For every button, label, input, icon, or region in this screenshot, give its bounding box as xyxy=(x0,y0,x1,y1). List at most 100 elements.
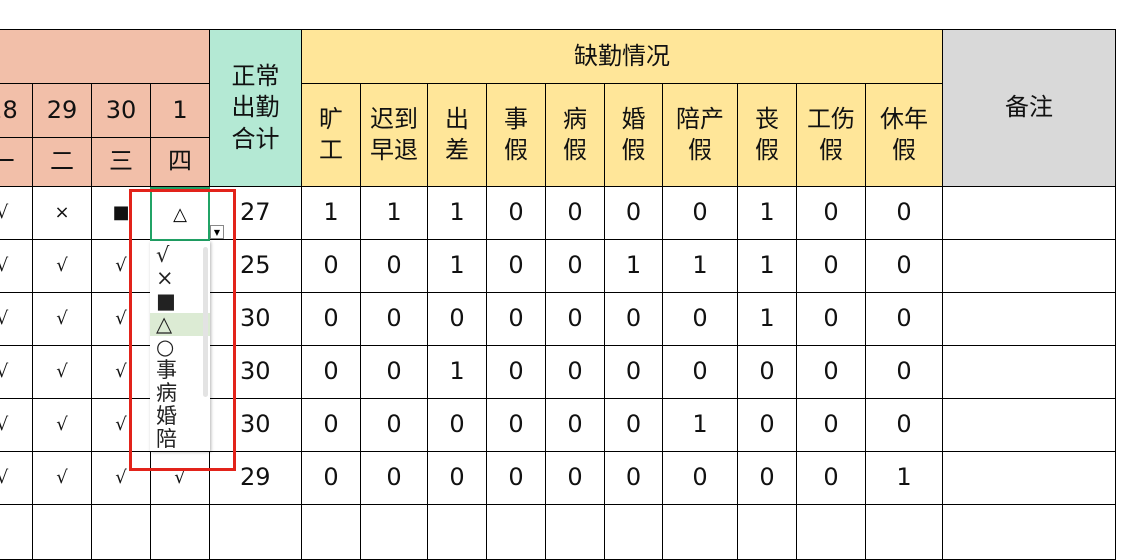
absence-value-cell[interactable]: 0 xyxy=(663,293,738,346)
empty-cell[interactable] xyxy=(0,505,33,560)
dropdown-option[interactable]: 病 xyxy=(156,381,177,405)
absence-value-cell[interactable]: 0 xyxy=(428,399,487,452)
empty-cell[interactable] xyxy=(151,505,210,560)
empty-cell[interactable] xyxy=(546,505,605,560)
attendance-mark-cell[interactable]: √ xyxy=(33,346,92,399)
absence-value-cell[interactable]: 0 xyxy=(487,346,546,399)
dropdown-option[interactable]: ■ xyxy=(156,289,176,313)
dropdown-scrollbar[interactable] xyxy=(203,247,208,397)
absence-value-cell[interactable]: 0 xyxy=(738,399,797,452)
absence-value-cell[interactable]: 0 xyxy=(797,452,866,505)
absence-value-cell[interactable]: 1 xyxy=(663,240,738,293)
absence-value-cell[interactable]: 1 xyxy=(866,452,943,505)
dropdown-option[interactable]: × xyxy=(156,266,174,290)
absence-value-cell[interactable]: 0 xyxy=(302,346,361,399)
absence-value-cell[interactable]: 0 xyxy=(797,399,866,452)
absence-value-cell[interactable]: 0 xyxy=(487,240,546,293)
remark-cell[interactable] xyxy=(943,399,1116,452)
absence-value-cell[interactable]: 0 xyxy=(605,187,663,240)
absence-value-cell[interactable]: 0 xyxy=(797,293,866,346)
absence-value-cell[interactable]: 1 xyxy=(738,187,797,240)
empty-cell[interactable] xyxy=(866,505,943,560)
selected-cell[interactable]: △ xyxy=(150,187,210,241)
absence-value-cell[interactable]: 0 xyxy=(428,452,487,505)
absence-value-cell[interactable]: 1 xyxy=(428,346,487,399)
attendance-mark-cell[interactable]: √ xyxy=(0,452,33,505)
absence-value-cell[interactable]: 0 xyxy=(487,293,546,346)
absence-value-cell[interactable]: 1 xyxy=(428,187,487,240)
absence-value-cell[interactable]: 1 xyxy=(738,293,797,346)
absence-value-cell[interactable]: 1 xyxy=(361,187,428,240)
normal-total-cell[interactable]: 27 xyxy=(210,187,302,240)
absence-value-cell[interactable]: 0 xyxy=(487,187,546,240)
normal-total-cell[interactable]: 30 xyxy=(210,346,302,399)
absence-value-cell[interactable]: 0 xyxy=(663,187,738,240)
empty-cell[interactable] xyxy=(797,505,866,560)
absence-value-cell[interactable]: 0 xyxy=(866,346,943,399)
absence-value-cell[interactable]: 0 xyxy=(302,399,361,452)
empty-cell[interactable] xyxy=(92,505,151,560)
attendance-mark-cell[interactable]: √ xyxy=(33,293,92,346)
absence-value-cell[interactable]: 1 xyxy=(428,240,487,293)
absence-value-cell[interactable]: 0 xyxy=(546,399,605,452)
absence-value-cell[interactable]: 0 xyxy=(546,240,605,293)
absence-value-cell[interactable]: 0 xyxy=(487,452,546,505)
attendance-mark-cell[interactable]: √ xyxy=(92,452,151,505)
empty-cell[interactable] xyxy=(361,505,428,560)
absence-value-cell[interactable]: 0 xyxy=(361,346,428,399)
absence-value-cell[interactable]: 0 xyxy=(302,293,361,346)
normal-total-cell[interactable]: 29 xyxy=(210,452,302,505)
normal-total-cell[interactable]: 25 xyxy=(210,240,302,293)
attendance-mark-cell[interactable]: √ xyxy=(0,346,33,399)
absence-value-cell[interactable]: 0 xyxy=(866,293,943,346)
normal-total-cell[interactable]: 30 xyxy=(210,293,302,346)
attendance-mark-cell[interactable]: √ xyxy=(0,187,33,240)
absence-value-cell[interactable]: 0 xyxy=(738,452,797,505)
absence-value-cell[interactable]: 0 xyxy=(797,346,866,399)
empty-cell[interactable] xyxy=(428,505,487,560)
dropdown-option[interactable]: 婚 xyxy=(156,404,177,428)
empty-cell[interactable] xyxy=(487,505,546,560)
absence-value-cell[interactable]: 0 xyxy=(546,187,605,240)
normal-total-cell[interactable]: 30 xyxy=(210,399,302,452)
attendance-mark-cell[interactable]: √ xyxy=(33,399,92,452)
absence-value-cell[interactable]: 0 xyxy=(302,452,361,505)
absence-value-cell[interactable]: 0 xyxy=(605,452,663,505)
absence-value-cell[interactable]: 1 xyxy=(738,240,797,293)
absence-value-cell[interactable]: 0 xyxy=(546,293,605,346)
absence-value-cell[interactable]: 0 xyxy=(605,293,663,346)
absence-value-cell[interactable]: 0 xyxy=(866,240,943,293)
absence-value-cell[interactable]: 0 xyxy=(361,399,428,452)
absence-value-cell[interactable]: 0 xyxy=(866,187,943,240)
absence-value-cell[interactable]: 0 xyxy=(361,452,428,505)
absence-value-cell[interactable]: 0 xyxy=(866,399,943,452)
absence-value-cell[interactable]: 0 xyxy=(428,293,487,346)
absence-value-cell[interactable]: 0 xyxy=(361,240,428,293)
attendance-mark-cell[interactable]: × xyxy=(33,187,92,240)
absence-value-cell[interactable]: 0 xyxy=(663,452,738,505)
remark-cell[interactable] xyxy=(943,240,1116,293)
remark-cell[interactable] xyxy=(943,452,1116,505)
attendance-mark-cell[interactable]: √ xyxy=(0,399,33,452)
empty-cell[interactable] xyxy=(943,505,1116,560)
dropdown-arrow-button[interactable]: ▼ xyxy=(210,225,224,239)
remark-cell[interactable] xyxy=(943,293,1116,346)
dropdown-option[interactable]: √ xyxy=(156,243,170,267)
absence-value-cell[interactable]: 0 xyxy=(546,346,605,399)
dropdown-option[interactable]: 陪 xyxy=(156,427,177,451)
absence-value-cell[interactable]: 0 xyxy=(797,240,866,293)
empty-cell[interactable] xyxy=(33,505,92,560)
attendance-mark-cell[interactable]: √ xyxy=(0,240,33,293)
dropdown-list[interactable]: √ × ■ △ ○ 事病婚陪 xyxy=(150,241,210,451)
absence-value-cell[interactable]: 0 xyxy=(361,293,428,346)
absence-value-cell[interactable]: 1 xyxy=(605,240,663,293)
absence-value-cell[interactable]: 1 xyxy=(302,187,361,240)
absence-value-cell[interactable]: 0 xyxy=(663,346,738,399)
dropdown-option[interactable]: △ xyxy=(150,313,210,336)
empty-cell[interactable] xyxy=(738,505,797,560)
absence-value-cell[interactable]: 0 xyxy=(546,452,605,505)
remark-cell[interactable] xyxy=(943,187,1116,240)
remark-cell[interactable] xyxy=(943,346,1116,399)
attendance-mark-cell[interactable]: √ xyxy=(151,452,210,505)
empty-cell[interactable] xyxy=(605,505,663,560)
